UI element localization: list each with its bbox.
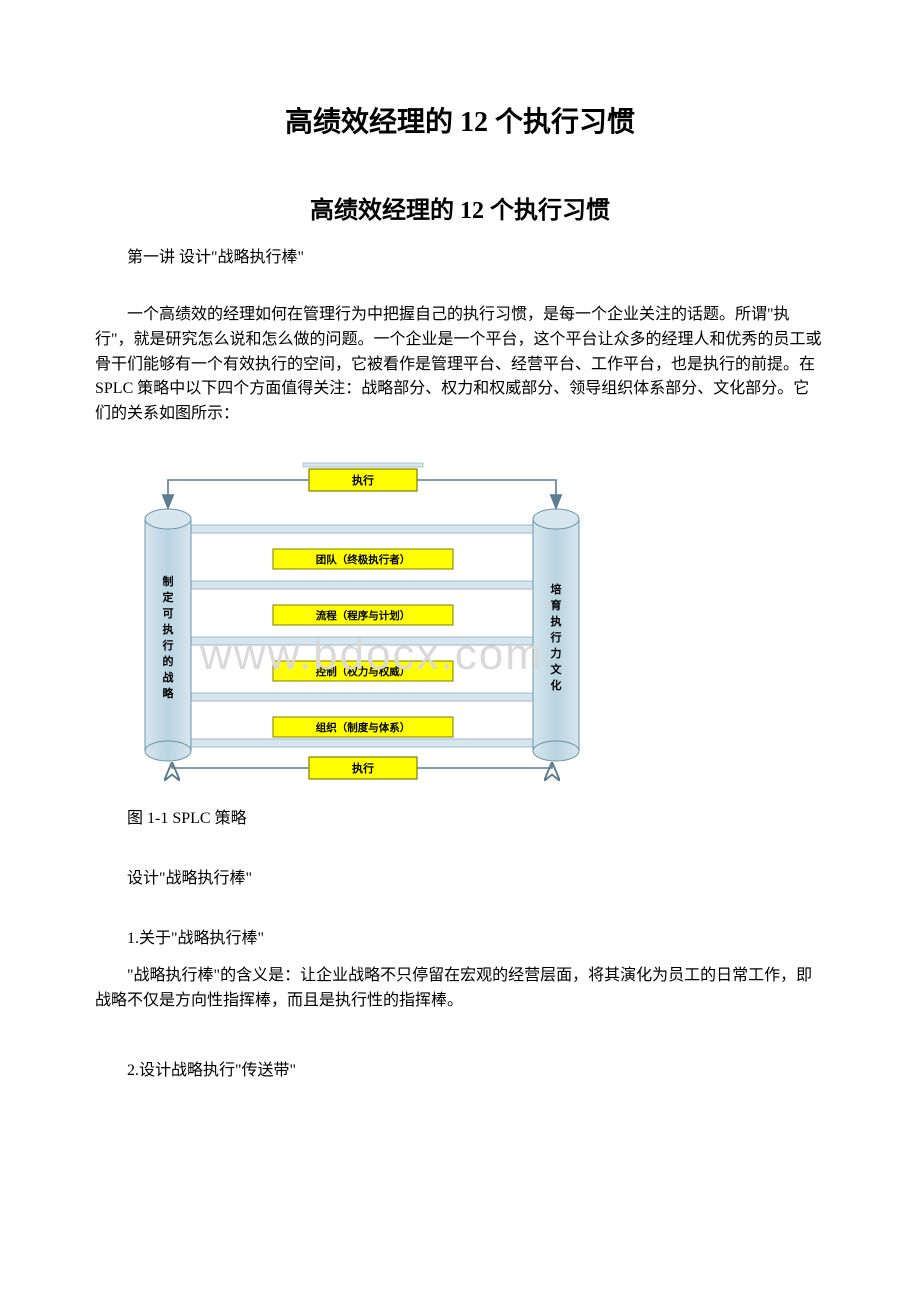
item-2-heading: 2.设计战略执行"传送带"	[95, 1056, 825, 1080]
svg-text:文: 文	[551, 662, 563, 676]
page-title: 高绩效经理的 12 个执行习惯	[95, 100, 825, 140]
svg-text:行: 行	[162, 638, 174, 652]
svg-text:团队（终极执行者）: 团队（终极执行者）	[316, 553, 411, 566]
item-1-heading: 1.关于"战略执行棒"	[95, 924, 825, 948]
splc-diagram: 制定可执行的战略培育执行力文化执行执行团队（终极执行者）流程（程序与计划）控制（…	[135, 449, 825, 794]
section-header: 第一讲 设计"战略执行棒"	[95, 243, 825, 267]
svg-text:执: 执	[163, 622, 174, 636]
figure-caption: 图 1-1 SPLC 策略	[95, 804, 825, 828]
svg-text:控制（权力与权威）: 控制（权力与权威）	[316, 665, 411, 678]
svg-text:组织（制度与体系）: 组织（制度与体系）	[316, 721, 411, 734]
svg-text:战: 战	[163, 670, 174, 684]
svg-text:力: 力	[551, 646, 562, 660]
subheading-1: 设计"战略执行棒"	[95, 864, 825, 888]
svg-text:育: 育	[551, 598, 562, 612]
svg-text:执: 执	[551, 614, 562, 628]
item-1-text: "战略执行棒"的含义是：让企业战略不只停留在宏观的经营层面，将其演化为员工的日常…	[95, 964, 825, 1014]
intro-paragraph: 一个高绩效的经理如何在管理行为中把握自己的执行习惯，是每一个企业关注的话题。所谓…	[95, 303, 825, 427]
svg-text:执行: 执行	[352, 761, 374, 775]
svg-text:流程（程序与计划）: 流程（程序与计划）	[316, 609, 411, 622]
svg-text:化: 化	[551, 678, 562, 692]
svg-text:执行: 执行	[352, 473, 374, 487]
svg-text:略: 略	[163, 686, 175, 700]
svg-text:可: 可	[163, 607, 174, 620]
svg-text:行: 行	[550, 630, 562, 644]
page-subtitle: 高绩效经理的 12 个执行习惯	[95, 190, 825, 225]
svg-text:制: 制	[163, 574, 174, 588]
svg-text:培: 培	[551, 582, 562, 596]
svg-text:定: 定	[163, 590, 174, 604]
svg-text:的: 的	[163, 654, 174, 668]
